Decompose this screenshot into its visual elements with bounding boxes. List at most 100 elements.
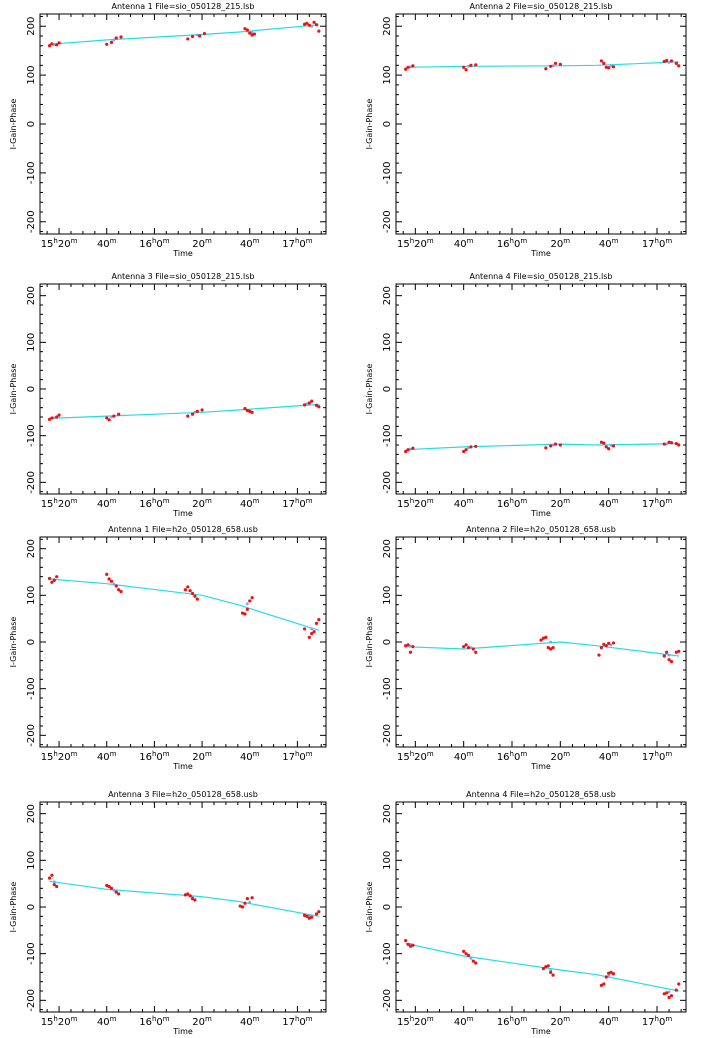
y-axis-label: I-Gain-Phase bbox=[365, 882, 374, 933]
data-point bbox=[549, 647, 553, 651]
plot-frame bbox=[39, 801, 327, 1013]
y-tick-label: 100 bbox=[382, 851, 393, 870]
data-point bbox=[611, 641, 616, 645]
data-point bbox=[55, 884, 59, 889]
data-point bbox=[47, 876, 52, 880]
data-point bbox=[193, 898, 197, 902]
data-point bbox=[186, 414, 190, 418]
x-tick-label: 40m bbox=[97, 750, 117, 763]
data-point-secondary bbox=[110, 415, 113, 419]
data-point-secondary bbox=[409, 447, 412, 451]
data-point bbox=[302, 627, 307, 631]
data-point bbox=[466, 953, 471, 958]
data-point bbox=[599, 646, 604, 650]
chart-panel: Antenna 1 File=sio_050128_215.lsb 200 100 0… bbox=[9, 2, 327, 258]
chart-title: Antenna 4 File=sio_050128_215.lsb bbox=[469, 272, 612, 281]
data-point-secondary bbox=[665, 442, 669, 446]
chart-title: Antenna 4 File=h2o_050128_658.usb bbox=[466, 790, 616, 799]
data-point bbox=[105, 42, 109, 46]
x-tick-label: 17h0m bbox=[282, 750, 313, 763]
data-point bbox=[109, 886, 114, 890]
x-tick-label: 20m bbox=[192, 750, 212, 763]
data-point bbox=[47, 576, 52, 581]
data-point bbox=[188, 894, 192, 898]
data-point bbox=[195, 597, 199, 601]
data-point bbox=[310, 399, 314, 403]
data-point bbox=[669, 994, 674, 998]
data-point bbox=[411, 446, 415, 450]
y-tick-label: 200 bbox=[382, 286, 393, 305]
y-axis-label: I-Gain-Phase bbox=[365, 617, 374, 668]
data-point bbox=[55, 415, 59, 419]
data-point bbox=[662, 59, 666, 64]
data-point bbox=[50, 873, 54, 877]
data-point bbox=[202, 31, 207, 36]
plot-frame bbox=[395, 536, 687, 748]
data-point bbox=[611, 65, 616, 69]
data-point bbox=[665, 650, 669, 654]
data-point-secondary bbox=[607, 974, 611, 978]
chart-title: Antenna 2 File=sio_050128_215.lsb bbox=[469, 2, 612, 11]
data-point bbox=[408, 944, 413, 948]
data-point-secondary bbox=[609, 444, 613, 447]
data-point bbox=[248, 599, 252, 603]
data-point bbox=[312, 630, 316, 634]
data-point bbox=[674, 61, 678, 65]
x-tick-label: 40m bbox=[599, 237, 619, 250]
y-axis-label: I-Gain-Phase bbox=[9, 617, 18, 668]
y-axis-label: I-Gain-Phase bbox=[365, 364, 374, 415]
data-point bbox=[190, 591, 195, 596]
data-point bbox=[307, 23, 311, 27]
data-point bbox=[250, 896, 254, 900]
x-tick-label: 17h0m bbox=[642, 1015, 673, 1028]
x-tick-label: 17h0m bbox=[282, 497, 313, 510]
data-point bbox=[312, 20, 316, 24]
x-tick-label: 40m bbox=[240, 1015, 260, 1028]
data-point bbox=[662, 654, 666, 658]
x-tick-label: 15h20m bbox=[397, 497, 434, 510]
data-point bbox=[317, 405, 321, 409]
data-point bbox=[669, 59, 674, 63]
data-point bbox=[114, 890, 118, 894]
x-axis-label: Time bbox=[172, 1027, 193, 1036]
data-point bbox=[314, 621, 319, 625]
data-point bbox=[112, 414, 116, 418]
x-tick-label: 15h20m bbox=[397, 237, 434, 250]
data-point bbox=[404, 644, 408, 648]
data-point bbox=[190, 412, 195, 416]
data-point bbox=[539, 638, 543, 642]
data-point bbox=[307, 635, 311, 639]
data-point bbox=[198, 34, 202, 38]
data-point bbox=[55, 575, 59, 579]
plot-frame bbox=[39, 13, 327, 235]
y-tick-label: 200 bbox=[26, 804, 37, 823]
x-axis-label: Time bbox=[530, 1027, 551, 1036]
data-point-secondary bbox=[609, 64, 613, 68]
y-tick-label: 100 bbox=[382, 586, 393, 605]
data-point bbox=[243, 407, 247, 411]
data-point bbox=[317, 910, 321, 914]
data-point bbox=[607, 641, 611, 646]
data-point bbox=[245, 28, 249, 32]
data-point bbox=[462, 949, 466, 953]
data-point bbox=[119, 590, 123, 594]
data-point bbox=[611, 972, 616, 976]
data-point bbox=[408, 650, 413, 654]
data-point bbox=[117, 412, 121, 416]
data-point bbox=[109, 40, 114, 44]
data-point bbox=[248, 31, 252, 35]
x-axis-label: Time bbox=[172, 509, 193, 518]
data-point bbox=[464, 448, 468, 452]
data-point bbox=[193, 594, 197, 598]
data-point bbox=[195, 409, 199, 413]
data-point bbox=[117, 588, 121, 592]
fit-line bbox=[405, 61, 679, 68]
data-point bbox=[200, 408, 204, 412]
data-point bbox=[117, 892, 121, 896]
data-point-secondary bbox=[409, 644, 412, 648]
data-point bbox=[544, 67, 548, 71]
y-tick-label: -100 bbox=[26, 942, 37, 965]
data-point-secondary bbox=[245, 602, 249, 606]
data-point bbox=[50, 42, 54, 46]
data-point bbox=[541, 636, 546, 640]
